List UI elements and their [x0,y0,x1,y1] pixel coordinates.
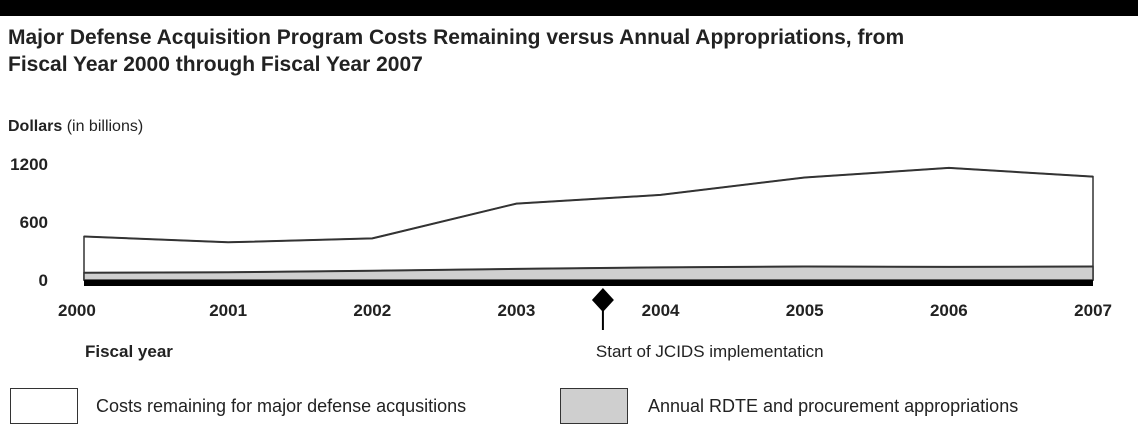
y-tick-label: 1200 [10,155,48,174]
x-tick-label: 2005 [786,301,824,320]
y-axis-title-main: Dollars [8,118,63,135]
legend-swatch-appropriations [560,388,628,424]
y-axis-title-unit: (in billions) [66,118,144,135]
x-tick-label: 2006 [930,301,968,320]
jcids-annotation-label: Start of JCIDS implementaticn [596,342,824,361]
chart-title-line2: Fiscal Year 2000 through Fiscal Year 200… [8,53,423,76]
y-axis-title: Dollars (in billions) [8,118,143,136]
y-tick-labels: 1200 600 0 [10,155,48,290]
chart-title-line1: Major Defense Acquisition Program Costs … [8,26,905,49]
diamond-marker-icon [591,288,614,312]
x-tick-label: 2000 [58,301,96,320]
legend-label-costs: Costs remaining for major defense acqusi… [96,396,467,416]
top-rule [0,0,1138,16]
x-axis-title: Fiscal year [85,342,173,361]
costs-remaining-line [83,166,1094,244]
chart-title: Major Defense Acquisition Program Costs … [8,24,1128,78]
legend-label-appropriations: Annual RDTE and procurement appropriatio… [648,396,1019,416]
series-lines [83,166,1094,274]
legend-swatch-costs [10,388,78,424]
y-tick-label: 0 [39,271,48,290]
appropriations-line [83,265,1094,274]
y-tick-label: 600 [20,213,48,232]
x-tick-label: 2004 [642,301,680,320]
x-axis-line [84,280,1093,286]
series-areas [83,167,1094,281]
jcids-annotation: Start of JCIDS implementaticn [591,288,824,361]
x-tick-label: 2002 [353,301,391,320]
x-tick-labels: 2000 2001 2002 2003 2004 2005 2006 2007 [58,301,1112,320]
x-tick-label: 2001 [209,301,247,320]
x-tick-label: 2003 [498,301,536,320]
x-tick-label: 2007 [1074,301,1112,320]
costs-remaining-area [83,167,1094,281]
